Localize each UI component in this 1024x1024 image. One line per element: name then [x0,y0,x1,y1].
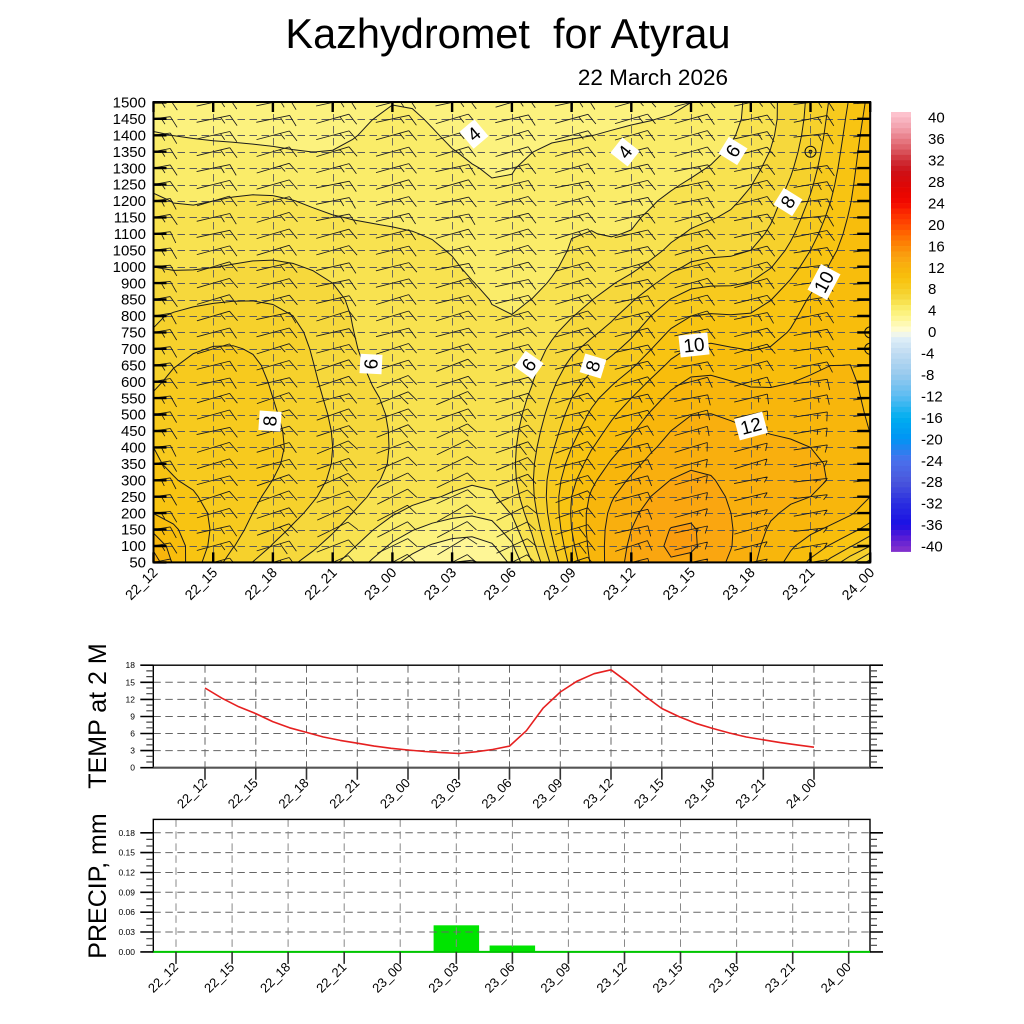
svg-text:1400: 1400 [113,128,146,145]
svg-text:-32: -32 [921,496,943,513]
svg-text:8: 8 [928,281,936,298]
svg-text:9: 9 [130,712,135,722]
svg-text:16: 16 [928,238,945,255]
svg-text:0: 0 [130,763,135,773]
svg-text:TEMP at 2 M: TEMP at 2 M [84,643,112,788]
svg-text:6: 6 [130,729,135,739]
svg-text:24: 24 [928,195,945,212]
svg-text:-28: -28 [921,474,943,491]
svg-text:0.18: 0.18 [118,828,135,838]
svg-text:0.12: 0.12 [118,868,135,878]
svg-text:250: 250 [121,489,146,506]
svg-text:700: 700 [121,341,146,358]
svg-text:12: 12 [928,260,945,277]
svg-text:10: 10 [682,334,705,357]
svg-text:200: 200 [121,505,146,522]
svg-text:40: 40 [928,110,945,127]
svg-text:850: 850 [121,292,146,309]
svg-text:1050: 1050 [113,243,146,260]
svg-text:1450: 1450 [113,111,146,128]
svg-text:800: 800 [121,308,146,325]
svg-text:Kazhydromet for Atyrau: Kazhydromet for Atyrau [285,10,730,57]
svg-text:600: 600 [121,374,146,391]
svg-text:-36: -36 [921,517,943,534]
svg-text:32: 32 [928,153,945,170]
svg-text:1250: 1250 [113,177,146,194]
svg-text:0: 0 [928,324,936,341]
svg-text:20: 20 [928,217,945,234]
svg-text:3: 3 [130,746,135,756]
svg-text:450: 450 [121,423,146,440]
svg-text:1350: 1350 [113,144,146,161]
svg-text:400: 400 [121,440,146,457]
svg-text:1300: 1300 [113,160,146,177]
svg-text:1200: 1200 [113,193,146,210]
svg-text:4: 4 [928,303,936,320]
svg-text:36: 36 [928,131,945,148]
svg-text:900: 900 [121,275,146,292]
svg-text:12: 12 [126,694,136,704]
svg-text:15: 15 [126,677,136,687]
svg-text:1150: 1150 [114,210,146,227]
svg-text:50: 50 [129,555,146,572]
svg-text:100: 100 [121,538,146,555]
svg-text:-12: -12 [921,388,943,405]
svg-text:650: 650 [121,358,146,375]
svg-text:550: 550 [121,390,146,407]
svg-text:1000: 1000 [113,259,146,276]
svg-text:PRECIP, mm: PRECIP, mm [84,813,112,958]
svg-text:-24: -24 [921,453,943,470]
svg-text:18: 18 [126,660,136,670]
svg-text:-8: -8 [921,367,934,384]
svg-text:6: 6 [361,358,383,370]
svg-text:150: 150 [121,522,146,539]
svg-text:0.03: 0.03 [118,927,135,937]
svg-text:-40: -40 [921,539,943,556]
svg-text:1500: 1500 [113,95,146,112]
svg-text:-16: -16 [921,410,943,427]
svg-text:28: 28 [928,174,945,191]
svg-text:0.06: 0.06 [118,907,135,917]
svg-text:300: 300 [121,473,146,490]
svg-text:500: 500 [121,407,146,424]
svg-text:0.00: 0.00 [118,947,135,957]
svg-text:0.09: 0.09 [118,887,135,897]
svg-text:350: 350 [121,456,146,473]
svg-text:0.15: 0.15 [118,848,135,858]
svg-text:1100: 1100 [114,226,146,243]
svg-text:-4: -4 [921,346,934,363]
svg-text:22 March 2026: 22 March 2026 [578,65,728,90]
svg-text:-20: -20 [921,431,943,448]
svg-text:750: 750 [121,325,146,342]
svg-text:8: 8 [260,415,282,427]
